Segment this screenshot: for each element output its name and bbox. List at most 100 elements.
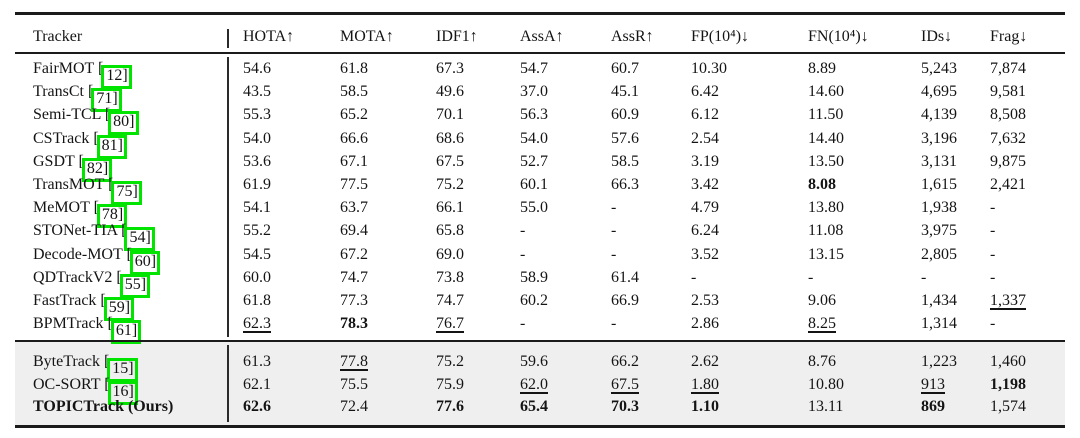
citation-number: 59 [108,299,125,316]
citation-close-bracket: ] [102,159,109,177]
metric-cell: 6.42 [691,83,719,101]
table-row: TransCt [71] 43.5 58.5 49.6 37.0 45.1 6.42 14.6… [0,80,1080,113]
metric-cell: 5,243 [921,60,957,77]
citation-link-annotation[interactable]: 71] [91,88,122,113]
metric-cell: 65.2 [340,106,368,124]
metric-cell: 77.6 [436,398,464,415]
metric-cell: 3,196 [921,129,957,147]
tracker-name: TransMOT [33,176,105,193]
citation-close-bracket: ] [128,360,134,377]
metric-cell: 4,695 [921,83,957,101]
metric-cell: 68.6 [436,129,464,147]
metric-cell: 6.12 [691,106,719,124]
metric-cell: 10.80 [808,376,844,393]
tracker-name: MeMOT [33,199,90,217]
tracker-name: Semi-TCL [33,106,101,124]
metric-cell: 869 [921,398,945,415]
table-row: CSTrack [81] 54.0 66.6 68.6 54.0 57.6 2.54 14.4… [0,127,1080,159]
metric-cell: 76.7 [436,315,464,333]
column-divider-body [227,57,229,337]
metric-cell: 2,805 [921,245,957,263]
tracker-name: OC-SORT [33,376,101,393]
column-header-tracker: Tracker [33,28,83,45]
metric-cell: - [520,315,526,333]
metric-cell: - [611,315,617,333]
citation-link-annotation[interactable]: 15] [107,358,138,382]
metric-cell: 67.1 [340,152,368,170]
tracker-name: FastTrack [33,292,97,309]
tracker-cell: TOPICTrack (Ours) [33,395,173,418]
tracker-cell: MeMOT [78] [33,196,128,229]
metric-cell: 9,875 [990,152,1026,170]
metric-cell: 6.24 [691,222,719,240]
metric-cell: 55.0 [520,199,548,217]
metric-cell: 55.3 [243,106,271,124]
metric-cell: 66.6 [340,129,368,147]
table-row: STONet-TIA [54] 55.2 69.4 65.8 - - 6.24 11.08 3,… [0,219,1080,252]
metric-cell: - [990,315,996,333]
citation-close-bracket: ] [145,229,151,247]
citation-number: 55 [124,275,141,293]
table-row: GSDT [82] 53.6 67.1 67.5 52.7 58.5 3.19 13.50 3,… [0,150,1080,182]
metric-cell: 8.89 [808,60,836,77]
citation-link-annotation[interactable]: 12] [101,65,132,89]
tracker-name: FairMOT [33,60,95,77]
metric-cell: 4.79 [691,199,719,217]
metric-cell: 1,434 [921,292,957,309]
metric-cell: 66.1 [436,199,464,217]
tracker-cell: Decode-MOT [60] [33,243,161,275]
citation-link-annotation[interactable]: 82] [81,157,113,182]
metric-cell: 62.3 [243,315,271,333]
metric-cell: 1.80 [691,376,719,393]
metric-cell: 1,615 [921,176,957,193]
metric-cell: 74.7 [436,292,464,309]
metric-cell: 8.08 [808,176,836,193]
tracker-cell: TransMOT [75] [33,173,142,205]
metric-cell: 66.3 [611,176,639,193]
metric-cell: 54.0 [243,129,271,147]
metric-cell: - [611,199,617,217]
tracker-cell: Semi-TCL [80] [33,103,139,136]
table-header-row: Tracker HOTA↑ MOTA↑ IDF1↑ AssA↑ AssR↑ FP(10⁴)↓… [0,26,1080,48]
metric-cell: 77.5 [340,176,368,193]
citation-number: 15 [112,360,129,377]
metric-cell: 1,314 [921,315,957,333]
metric-cell: 52.7 [520,152,548,170]
metric-cell: 60.1 [520,176,548,193]
citation-link-annotation[interactable]: 61] [110,320,142,345]
metric-cell: 60.7 [611,60,639,77]
tracker-name: STONet-TIA [33,222,118,240]
metric-cell: 7,874 [990,60,1026,77]
metric-cell: 75.2 [436,353,464,370]
column-header-5: AssR↑ [611,28,654,45]
citation-link-annotation[interactable]: 16] [107,381,138,405]
metric-cell: 55.2 [243,222,271,240]
citation-link-annotation[interactable]: 78] [96,204,128,229]
citation-link-annotation[interactable]: 60] [129,250,161,275]
metric-cell: 8.76 [808,353,836,370]
citation-close-bracket: ] [129,113,135,131]
metric-cell: 54.5 [243,245,271,263]
metric-cell: - [808,268,814,286]
tracker-cell: STONet-TIA [54] [33,219,155,252]
metric-cell: 2.62 [691,353,719,370]
metric-cell: 13.15 [808,245,844,263]
table-mid-rule [15,340,1065,342]
metric-cell: 65.4 [520,398,548,415]
metric-cell: 56.3 [520,106,548,124]
column-header-8: IDs↓ [921,28,953,45]
metric-cell: - [611,245,617,263]
metric-cell: 60.0 [243,268,271,286]
citation-link-annotation[interactable]: 81] [96,134,127,159]
metric-cell: 61.4 [611,268,639,286]
column-header-6: FP(10⁴)↓ [691,28,750,45]
citation-link-annotation[interactable]: 59] [103,297,135,321]
metric-cell: 75.2 [436,176,464,193]
citation-link-annotation[interactable]: 75] [111,181,142,205]
metric-cell: 65.8 [436,222,464,240]
citation-link-annotation[interactable]: 54] [124,227,155,252]
citation-link-annotation[interactable]: 55] [119,273,151,298]
citation-link-annotation[interactable]: 80] [108,111,139,136]
column-header-7: FN(10⁴)↓ [808,28,869,45]
